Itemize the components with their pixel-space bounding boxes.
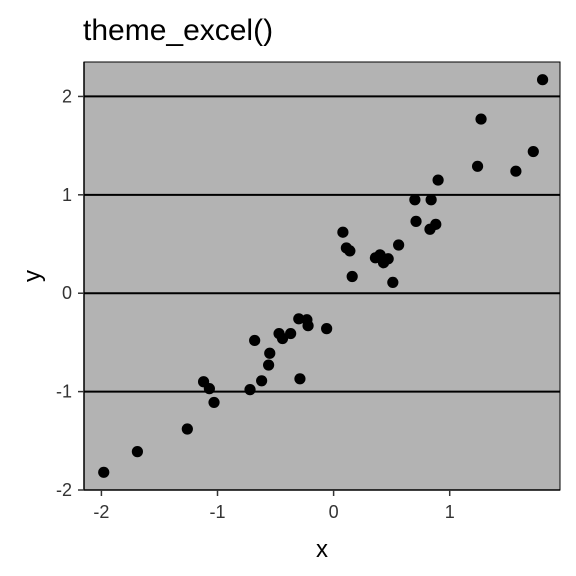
x-axis-ticks: -2 -1 0 1	[93, 490, 455, 522]
data-point	[344, 245, 356, 257]
data-point	[337, 226, 349, 238]
x-tick-label: -1	[210, 502, 226, 522]
data-point	[409, 194, 421, 206]
data-point	[410, 215, 422, 227]
grid-lines	[84, 95, 560, 393]
data-point	[510, 165, 522, 177]
data-point	[346, 270, 358, 283]
data-point	[264, 347, 276, 359]
data-point	[131, 446, 143, 458]
data-point	[244, 384, 256, 396]
data-point	[294, 373, 306, 385]
data-points	[98, 74, 549, 478]
data-point	[387, 276, 399, 288]
data-point	[527, 145, 539, 158]
data-point	[263, 359, 275, 371]
data-point	[276, 332, 289, 345]
data-point	[181, 423, 193, 435]
chart-title: theme_excel()	[83, 14, 273, 47]
data-point	[208, 396, 220, 409]
plot-panel	[83, 61, 561, 491]
data-point	[302, 320, 314, 332]
data-point	[432, 174, 444, 186]
y-tick-label: -1	[56, 382, 72, 402]
y-axis-ticks: -2 -1 0 1 2	[56, 86, 84, 500]
x-tick-label: 1	[445, 502, 455, 522]
data-point	[536, 74, 549, 86]
data-point	[321, 323, 333, 335]
x-tick-label: 0	[329, 502, 339, 522]
data-point	[382, 253, 394, 265]
data-point	[98, 466, 110, 478]
data-point	[203, 383, 215, 395]
data-point	[293, 313, 305, 325]
data-point	[425, 194, 437, 206]
x-axis-label: x	[316, 536, 328, 563]
y-tick-label: 2	[62, 86, 72, 106]
y-tick-label: -2	[56, 480, 72, 500]
data-point	[471, 160, 484, 172]
data-point	[393, 239, 405, 251]
data-point	[249, 334, 261, 347]
y-tick-label: 0	[62, 283, 72, 303]
data-point	[475, 113, 487, 125]
data-point	[256, 375, 268, 387]
data-point	[430, 218, 442, 230]
x-tick-label: -2	[93, 502, 109, 522]
data-point	[285, 327, 297, 340]
y-axis-label: y	[19, 270, 46, 282]
y-tick-label: 1	[62, 185, 72, 205]
